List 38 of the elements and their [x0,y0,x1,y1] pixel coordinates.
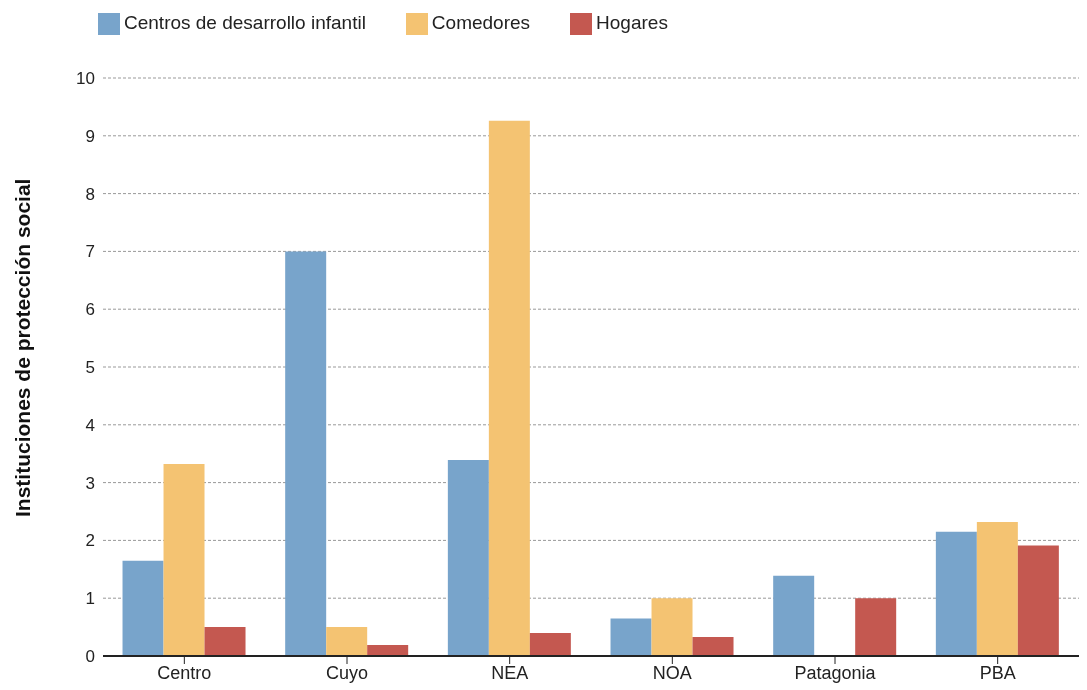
bar [204,627,246,656]
bar [326,627,368,656]
y-tick-label: 6 [85,300,95,320]
y-tick-label: 4 [85,415,95,435]
bar [285,251,327,656]
x-tick-label: Patagonia [794,662,877,683]
y-tick-label: 2 [85,531,95,551]
bar [692,636,734,656]
y-tick-label: 7 [85,242,95,262]
bar [773,575,815,656]
y-axis-title: Instituciones de protección social [11,178,35,517]
x-tick-label: Cuyo [325,662,369,683]
y-tick-label: 3 [85,473,95,493]
x-tick-label: PBA [979,662,1016,683]
bar [529,632,571,656]
x-tick-label: NEA [491,662,529,683]
y-tick-label: 9 [85,126,95,146]
y-tick-label: 0 [85,647,95,667]
y-tick-label: 5 [85,358,95,378]
x-tick-label: NOA [652,662,692,683]
bar [163,464,205,656]
bar [122,560,164,656]
y-tick-label: 10 [76,69,95,89]
legend-label: Centros de desarrollo infantil [124,12,366,33]
x-tick-label: Centro [157,662,212,683]
bar [367,645,409,656]
legend-label: Hogares [596,12,668,33]
y-tick-label: 1 [85,589,95,609]
bar [651,598,693,656]
bar [447,460,489,656]
bar [610,618,652,656]
bar [935,531,977,656]
legend-label: Comedores [431,12,531,33]
bar [855,598,897,656]
y-tick-label: 8 [85,184,95,204]
bar [976,521,1018,656]
bar [488,120,530,656]
bar [1017,545,1059,656]
